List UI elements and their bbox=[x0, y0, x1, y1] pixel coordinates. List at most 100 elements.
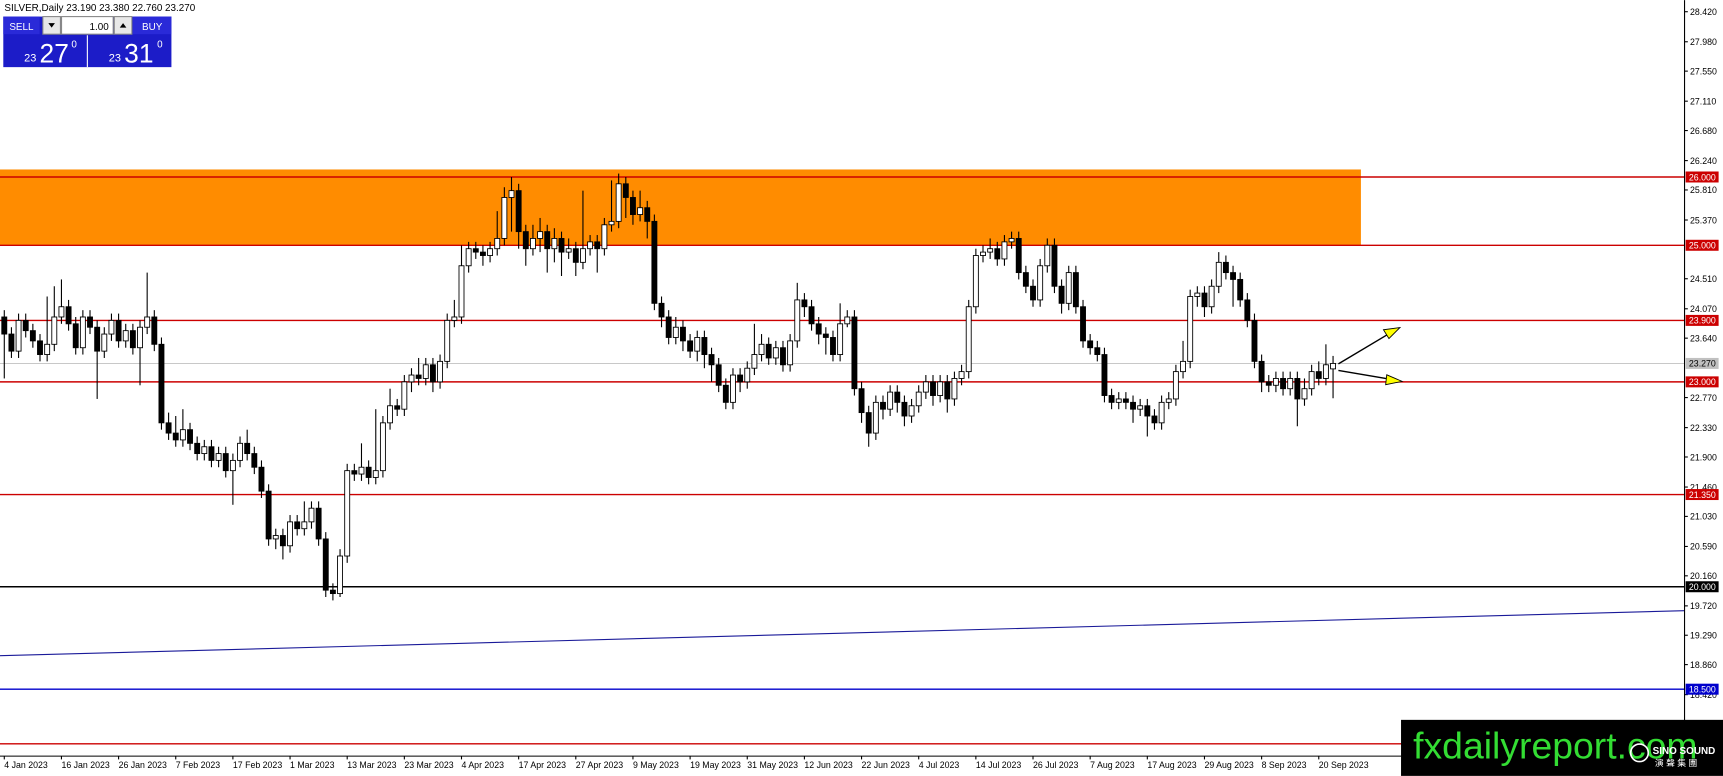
candle-body bbox=[408, 374, 415, 383]
candle-body bbox=[980, 251, 986, 256]
buy-price-big[interactable]: 31 bbox=[124, 39, 153, 69]
y-tick-label: 18.860 bbox=[1690, 660, 1717, 670]
candle-body bbox=[215, 453, 222, 461]
y-tick-label: 22.770 bbox=[1690, 393, 1717, 403]
level-label: 18.500 bbox=[1689, 684, 1716, 694]
candle-body bbox=[908, 405, 915, 417]
candle-body bbox=[44, 343, 51, 355]
candle-body bbox=[144, 316, 151, 328]
candle-body bbox=[337, 555, 343, 595]
x-tick-label: 29 Aug 2023 bbox=[1204, 760, 1253, 770]
candle-body bbox=[222, 453, 229, 472]
candle-body bbox=[551, 238, 558, 250]
candle-body bbox=[865, 412, 872, 434]
candle-body bbox=[922, 381, 929, 393]
candle-body bbox=[794, 299, 801, 342]
candle-body bbox=[772, 347, 779, 359]
candle-body bbox=[644, 207, 651, 222]
candle-body bbox=[515, 190, 522, 233]
candle-body bbox=[1237, 278, 1244, 301]
x-tick-label: 19 May 2023 bbox=[690, 760, 741, 770]
sell-price-big[interactable]: 27 bbox=[40, 39, 69, 69]
arrow-head bbox=[1385, 374, 1404, 386]
candle-body bbox=[1172, 371, 1179, 400]
candle-body bbox=[1094, 347, 1101, 355]
candle-body bbox=[594, 241, 601, 250]
buy-button[interactable] bbox=[132, 16, 172, 35]
y-tick-label: 27.550 bbox=[1690, 66, 1717, 76]
candle-body bbox=[1022, 272, 1029, 287]
candle-body bbox=[1251, 319, 1258, 362]
lot-input[interactable] bbox=[60, 16, 114, 35]
candle-body bbox=[422, 364, 429, 379]
watermark: fxdailyreport.com SINO SOUND 演 聲 集 團 bbox=[1401, 719, 1723, 776]
candle-body bbox=[529, 238, 536, 250]
x-tick-label: 4 Jul 2023 bbox=[919, 760, 960, 770]
x-tick-label: 7 Feb 2023 bbox=[176, 760, 221, 770]
sell-button[interactable] bbox=[3, 16, 40, 35]
candle-body bbox=[708, 354, 715, 366]
candle-body bbox=[715, 364, 722, 386]
level-label-bg bbox=[1685, 683, 1719, 695]
candle-body bbox=[972, 255, 979, 308]
watermark-logo bbox=[1629, 743, 1650, 763]
level-label-bg bbox=[1685, 239, 1719, 251]
candle-body bbox=[580, 248, 586, 263]
x-tick-label: 23 Mar 2023 bbox=[404, 760, 453, 770]
level-label: 20.000 bbox=[1689, 582, 1716, 592]
candle-body bbox=[15, 319, 22, 352]
sell-label[interactable]: SELL bbox=[9, 22, 34, 33]
lot-down-icon bbox=[48, 23, 55, 28]
arrow-line bbox=[1338, 369, 1391, 380]
candle-body bbox=[608, 220, 615, 226]
candle-body bbox=[572, 248, 579, 263]
level-label: 23.000 bbox=[1689, 377, 1716, 387]
candle-body bbox=[808, 306, 815, 325]
candle-body bbox=[687, 340, 694, 352]
candle-body bbox=[244, 442, 251, 455]
candle-body bbox=[1301, 388, 1308, 400]
candle-body bbox=[930, 381, 936, 396]
y-tick-label: 27.980 bbox=[1690, 37, 1717, 47]
candle-body bbox=[1330, 362, 1336, 370]
x-tick-label: 17 Aug 2023 bbox=[1147, 760, 1196, 770]
buy-price-sup[interactable]: 0 bbox=[157, 39, 163, 50]
y-tick-label: 25.370 bbox=[1690, 215, 1717, 225]
candle-body bbox=[801, 299, 808, 308]
x-tick-label: 7 Aug 2023 bbox=[1090, 760, 1135, 770]
candle-body bbox=[101, 333, 108, 352]
buy-label[interactable]: BUY bbox=[142, 22, 163, 33]
candle-body bbox=[787, 340, 794, 366]
candle-body bbox=[237, 442, 243, 461]
lot-value[interactable]: 1.00 bbox=[90, 22, 110, 33]
candle-body bbox=[665, 316, 672, 338]
candle-body bbox=[1151, 415, 1158, 424]
candle-body bbox=[315, 507, 322, 540]
candle-body bbox=[415, 374, 422, 379]
candle-body bbox=[287, 521, 293, 547]
candle-body bbox=[1187, 296, 1194, 362]
candle-body bbox=[944, 381, 951, 400]
candle-body bbox=[465, 248, 472, 267]
candle-body bbox=[694, 337, 701, 352]
candle-body bbox=[851, 316, 858, 390]
y-tick-label: 26.680 bbox=[1690, 126, 1717, 136]
buy-price-small[interactable]: 23 bbox=[109, 53, 121, 65]
candle-body bbox=[737, 374, 744, 383]
sell-price-sup[interactable]: 0 bbox=[71, 39, 77, 50]
candle-body bbox=[630, 197, 636, 215]
candle-body bbox=[472, 248, 479, 253]
candle-body bbox=[494, 238, 501, 250]
candle-body bbox=[830, 337, 836, 355]
resistance-zone bbox=[0, 169, 1361, 246]
x-tick-label: 16 Jan 2023 bbox=[61, 760, 109, 770]
candle-body bbox=[58, 306, 65, 318]
x-tick-label: 1 Mar 2023 bbox=[290, 760, 335, 770]
sell-price-small[interactable]: 23 bbox=[24, 53, 36, 65]
x-tick-label: 22 Jun 2023 bbox=[862, 760, 910, 770]
candle-body bbox=[1222, 261, 1229, 274]
trade-panel: SELL 1.00 BUY 23 27 0 23 31 0 bbox=[3, 16, 172, 69]
candle-body bbox=[115, 319, 122, 342]
x-tick-label: 9 May 2023 bbox=[633, 760, 679, 770]
